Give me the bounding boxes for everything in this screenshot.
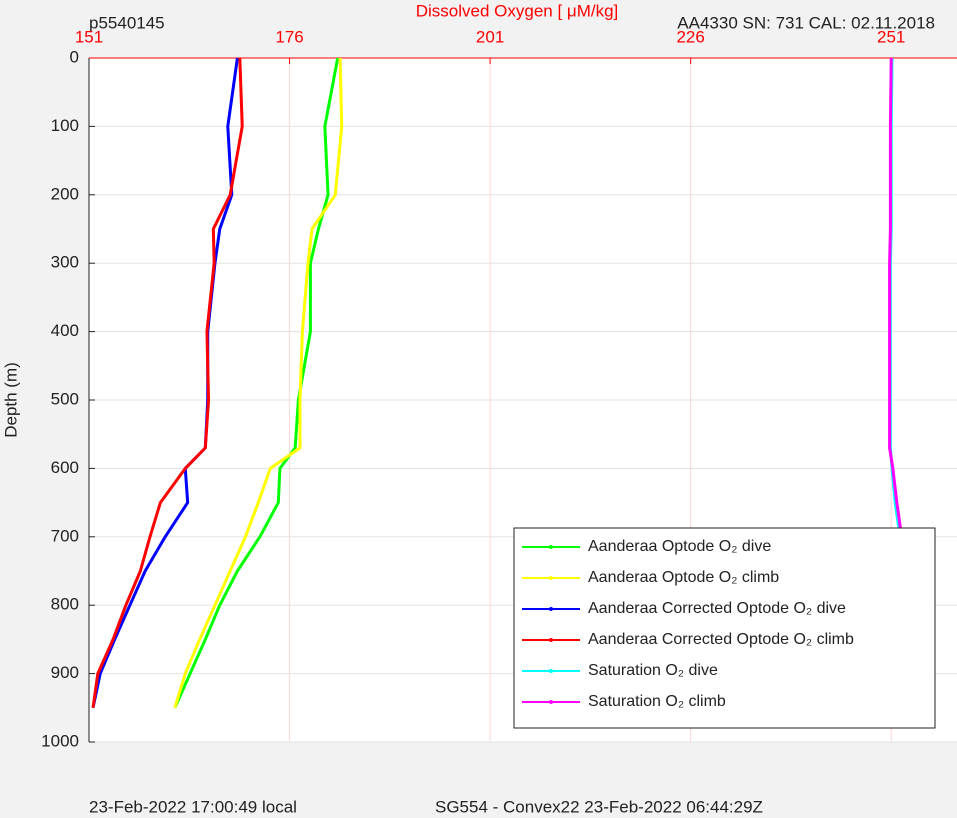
- series-line: [91, 57, 244, 709]
- legend-label: Saturation O₂ climb: [588, 693, 726, 710]
- x-tick-label: 176: [275, 27, 303, 46]
- y-tick-label: 500: [51, 389, 79, 408]
- legend-label: Aanderaa Corrected Optode O₂ climb: [588, 631, 854, 648]
- legend-marker: [549, 669, 553, 673]
- y-tick-label: 600: [51, 458, 79, 477]
- legend-marker: [549, 607, 553, 611]
- y-tick-label: 900: [51, 663, 79, 682]
- y-axis-label: Depth (m): [1, 362, 20, 438]
- series-line: [173, 57, 344, 709]
- left-label: p5540145: [89, 13, 165, 32]
- legend-marker: [549, 700, 553, 704]
- y-tick-label: 1000: [41, 731, 79, 750]
- chart-title: Dissolved Oxygen [ μM/kg]: [416, 1, 619, 20]
- legend-label: Saturation O₂ dive: [588, 662, 718, 679]
- legend-label: Aanderaa Optode O₂ climb: [588, 569, 779, 586]
- legend-label: Aanderaa Optode O₂ dive: [588, 538, 771, 555]
- y-tick-label: 200: [51, 184, 79, 203]
- legend-marker: [549, 545, 553, 549]
- y-tick-label: 800: [51, 595, 79, 614]
- footer-left: 23-Feb-2022 17:00:49 local: [89, 797, 297, 816]
- x-tick-label: 251: [877, 27, 905, 46]
- legend-marker: [549, 638, 553, 642]
- x-tick-label: 226: [676, 27, 704, 46]
- legend-label: Aanderaa Corrected Optode O₂ dive: [588, 600, 846, 617]
- x-tick-label: 201: [476, 27, 504, 46]
- legend-box: [513, 527, 936, 729]
- y-tick-label: 100: [51, 116, 79, 135]
- y-tick-label: 300: [51, 253, 79, 272]
- y-tick-label: 700: [51, 526, 79, 545]
- legend-marker: [549, 576, 553, 580]
- y-tick-label: 400: [51, 321, 79, 340]
- x-tick-label: 151: [75, 27, 103, 46]
- footer-right: SG554 - Convex22 23-Feb-2022 06:44:29Z: [435, 797, 763, 816]
- y-tick-label: 0: [70, 47, 79, 66]
- right-label: AA4330 SN: 731 CAL: 02.11.2018: [677, 13, 935, 32]
